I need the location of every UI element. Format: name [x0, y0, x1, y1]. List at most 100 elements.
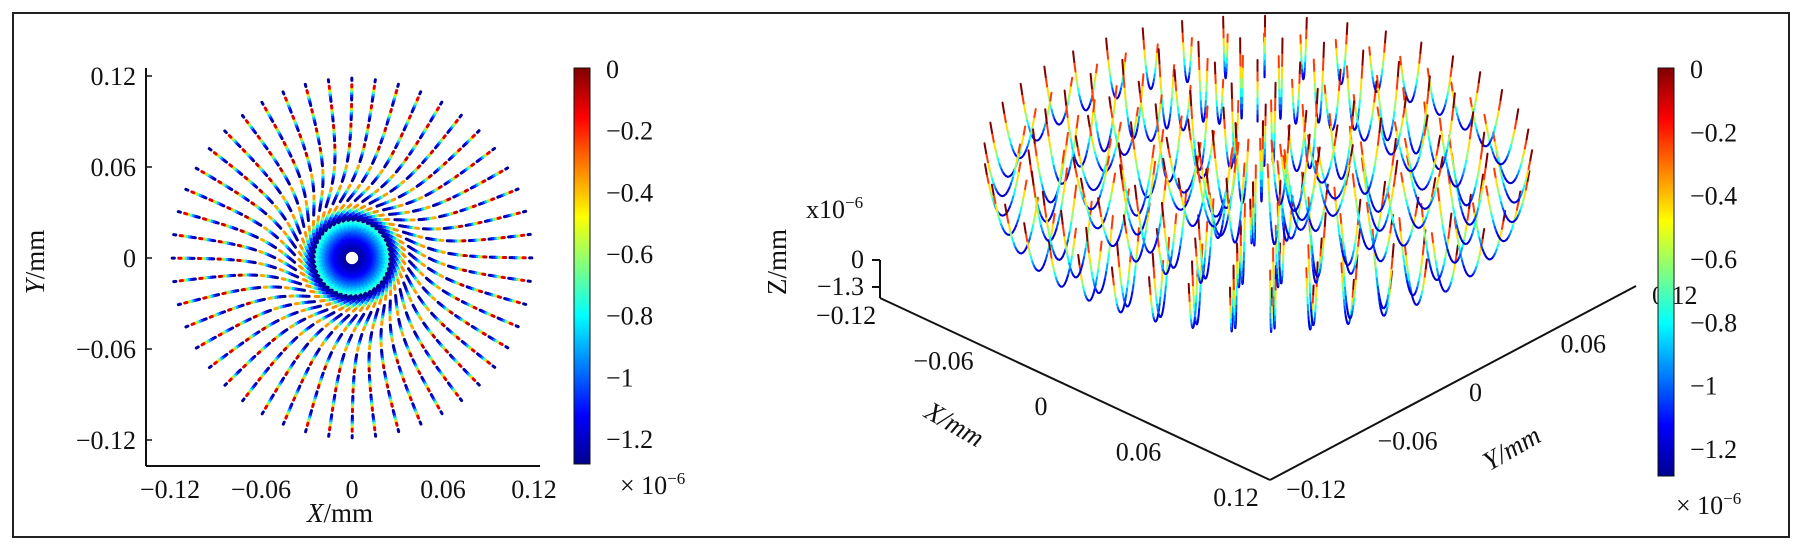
right-bowl-segment: [1465, 148, 1470, 161]
left-spiral-segment: [273, 306, 279, 311]
right-bowl-segment: [1374, 267, 1378, 280]
right-bowl-segment: [1432, 177, 1437, 189]
right-bowl-segment: [1134, 116, 1138, 127]
left-spiral-segment: [202, 296, 208, 300]
right-bowl-segment: [1357, 106, 1361, 117]
right-bowl-segment: [1063, 234, 1067, 247]
left-spiral-segment: [402, 304, 407, 310]
left-spiral-segment: [368, 165, 373, 171]
right-bowl-segment: [1337, 89, 1340, 100]
right-bowl-segment: [1468, 125, 1473, 140]
left-spiral-segment: [425, 123, 430, 129]
left-spiral-segment: [338, 306, 344, 312]
right-bowl-segment: [1069, 76, 1074, 89]
left-spiral-segment: [227, 307, 233, 312]
left-spiral-segment: [184, 187, 190, 192]
right-bowl-segment: [1140, 86, 1144, 100]
right-bowl-segment: [1446, 139, 1450, 151]
right-bowl-segment: [1348, 99, 1352, 110]
left-spiral-segment: [321, 211, 326, 218]
right-bowl-segment: [1159, 75, 1162, 89]
right-bowl-segment: [1455, 224, 1460, 233]
right-bowl-segment: [1455, 228, 1459, 240]
left-spiral-segment: [242, 363, 247, 369]
left-spiral-segment: [208, 314, 214, 319]
left-spiral-segment: [280, 277, 287, 281]
right-bowl-segment: [1021, 93, 1025, 105]
right-bowl-segment: [1405, 147, 1410, 159]
right-bowl-segment: [1052, 202, 1057, 212]
right-bowl-segment: [1030, 170, 1035, 186]
right-bowl-segment: [1106, 48, 1110, 60]
left-spiral-segment: [340, 203, 346, 210]
left-spiral-segment: [457, 363, 463, 368]
left-spiral-segment: [245, 392, 250, 398]
left-spiral-segment: [315, 319, 321, 324]
right-bowl-segment: [1447, 225, 1451, 240]
right-bowl-segment: [1485, 185, 1489, 198]
left-spiral-segment: [400, 331, 405, 337]
right-bowl-segment: [1420, 131, 1425, 141]
right-bowl-segment: [1046, 85, 1050, 96]
right-bowl-segment: [1151, 252, 1155, 268]
right-bowl-segment: [1152, 265, 1156, 279]
right-bowl-segment: [1343, 286, 1347, 298]
right-bowl-segment: [1081, 256, 1086, 266]
right-bowl-segment: [1023, 222, 1027, 234]
left-spiral-segment: [372, 209, 379, 214]
right-bowl-segment: [1453, 170, 1458, 182]
left-spiral-segment: [498, 169, 504, 174]
right-bowl-segment: [1376, 106, 1380, 118]
left-spiral-segment: [361, 326, 366, 332]
right-bowl-segment: [1018, 206, 1023, 216]
right-bowl-segment: [1084, 150, 1089, 159]
right-bowl-segment: [1113, 147, 1117, 156]
left-spiral-segment: [274, 387, 279, 393]
right-bowl-segment: [1095, 269, 1100, 279]
right-bowl-segment: [1036, 206, 1040, 218]
right-bowl-segment: [1087, 133, 1092, 145]
right-bowl-segment: [1090, 269, 1094, 280]
left-spiral-segment: [522, 302, 528, 306]
right-bowl-segment: [1422, 275, 1426, 285]
left-spiral-segment: [504, 166, 510, 171]
right-bowl-segment: [1391, 243, 1395, 258]
left-spiral-segment: [207, 147, 213, 152]
left-spiral-segment: [316, 384, 321, 390]
right-bowl-segment: [1048, 91, 1053, 104]
right-bowl-segment: [1113, 97, 1117, 112]
right-bowl-segment: [1450, 196, 1455, 209]
right-bowl-segment: [1426, 89, 1430, 105]
right-bowl-segment: [1417, 272, 1422, 282]
right-bowl-segment: [1479, 188, 1484, 201]
right-bowl-segment: [1110, 214, 1114, 232]
left-spiral-segment: [281, 420, 286, 426]
right-bowl-segment: [1393, 121, 1398, 133]
figure-frame: [12, 12, 1790, 538]
left-spiral-segment: [416, 280, 422, 286]
right-bowl-segment: [1448, 75, 1452, 86]
left-spiral-segment: [351, 307, 358, 313]
right-bowl-segment: [1159, 288, 1163, 299]
right-bowl-segment: [1345, 22, 1349, 35]
right-bowl-segment: [1320, 90, 1323, 102]
right-bowl-segment: [1500, 176, 1505, 185]
right-bowl-segment: [1080, 162, 1084, 172]
left-spiral-segment: [301, 278, 308, 283]
left-spiral-segment: [470, 162, 476, 167]
right-bowl-segment: [1052, 163, 1057, 173]
right-bowl-segment: [1472, 115, 1477, 125]
right-bowl-segment: [994, 148, 999, 158]
right-bowl-segment: [1170, 88, 1174, 101]
right-bowl-segment: [1475, 206, 1480, 215]
left-spiral-segment: [455, 297, 460, 302]
right-bowl-segment: [1163, 285, 1167, 297]
right-bowl-segment: [1399, 124, 1403, 134]
right-bowl-segment: [1425, 114, 1429, 127]
left-y-axis-label: Y/mm: [20, 230, 50, 295]
right-bowl-segment: [1022, 102, 1027, 113]
right-bowl-segment: [1451, 159, 1456, 173]
right-bowl-segment: [1463, 229, 1467, 241]
left-spiral-segment: [228, 163, 234, 168]
